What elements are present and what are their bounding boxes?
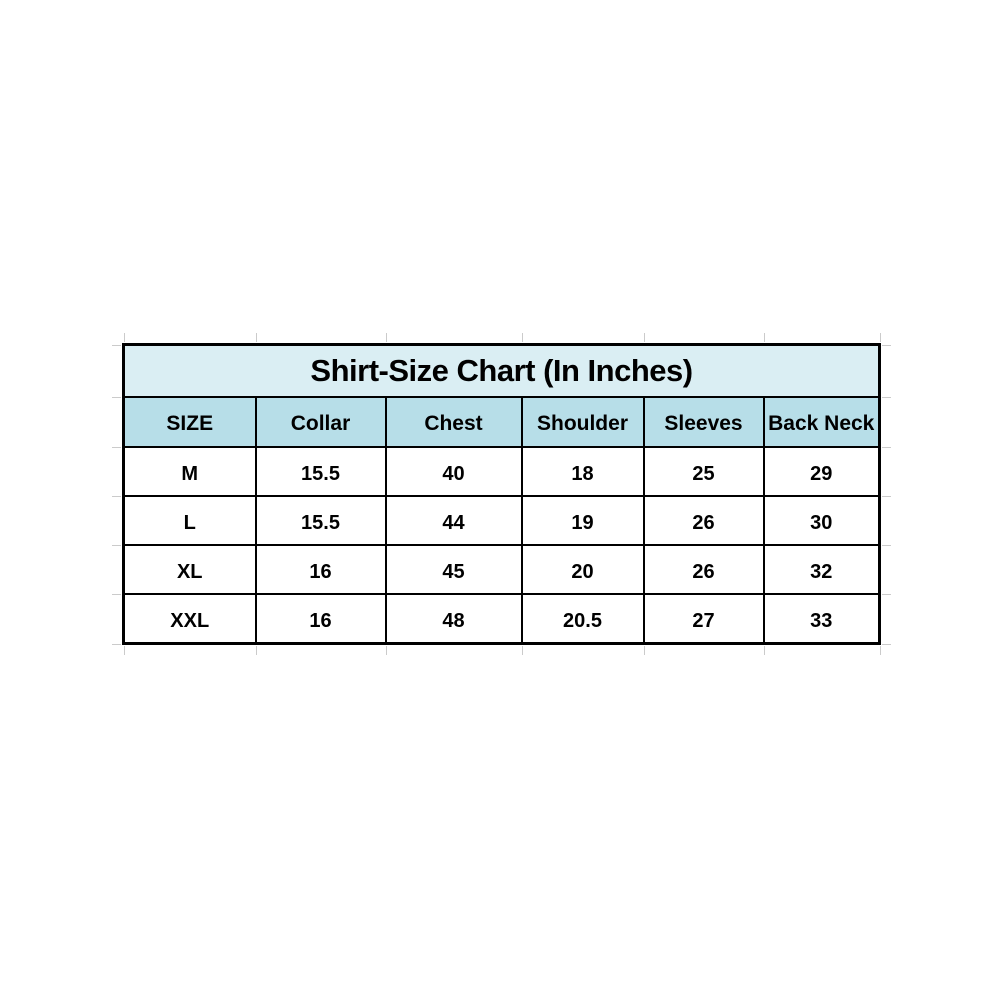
gridline-tick bbox=[763, 333, 765, 342]
cell-sleeves: 26 bbox=[642, 544, 765, 595]
cell-back-neck: 30 bbox=[762, 495, 881, 546]
gridline-tick bbox=[112, 496, 121, 497]
gridline-tick bbox=[882, 496, 892, 497]
cell-chest: 44 bbox=[384, 495, 523, 546]
gridline-tick bbox=[882, 397, 892, 398]
cell-collar: 16 bbox=[254, 593, 387, 645]
table-title-row: Shirt-Size Chart (In Inches) bbox=[122, 343, 881, 398]
gridline-tick bbox=[385, 333, 387, 342]
cell-shoulder: 20.5 bbox=[520, 593, 645, 645]
table-row-xl: XL 16 45 20 26 32 bbox=[122, 544, 881, 595]
gridline-tick bbox=[643, 646, 645, 655]
gridline-tick bbox=[255, 646, 257, 655]
gridline-tick bbox=[882, 545, 892, 546]
gridline-tick bbox=[112, 643, 121, 645]
gridline-tick bbox=[879, 646, 881, 655]
gridline-tick bbox=[112, 447, 121, 448]
table-title: Shirt-Size Chart (In Inches) bbox=[122, 343, 881, 398]
table-row-m: M 15.5 40 18 25 29 bbox=[122, 446, 881, 497]
cell-chest: 40 bbox=[384, 446, 523, 497]
gridline-tick bbox=[879, 333, 881, 342]
gridline-tick bbox=[112, 344, 121, 346]
cell-sleeves: 26 bbox=[642, 495, 765, 546]
column-header-size: SIZE bbox=[122, 396, 257, 448]
gridline-tick bbox=[882, 447, 892, 448]
gridline-tick bbox=[643, 333, 645, 342]
cell-size: L bbox=[122, 495, 257, 546]
gridline-tick bbox=[385, 646, 387, 655]
table-row-xxl: XXL 16 48 20.5 27 33 bbox=[122, 593, 881, 645]
column-header-chest: Chest bbox=[384, 396, 523, 448]
column-header-collar: Collar bbox=[254, 396, 387, 448]
gridline-tick bbox=[521, 646, 523, 655]
column-header-back-neck: Back Neck bbox=[762, 396, 881, 448]
cell-shoulder: 19 bbox=[520, 495, 645, 546]
cell-size: XL bbox=[122, 544, 257, 595]
cell-back-neck: 32 bbox=[762, 544, 881, 595]
cell-size: XXL bbox=[122, 593, 257, 645]
size-chart-table: Shirt-Size Chart (In Inches) SIZE Collar… bbox=[122, 343, 882, 645]
gridline-tick bbox=[521, 333, 523, 342]
gridline-tick bbox=[882, 643, 892, 645]
column-header-sleeves: Sleeves bbox=[642, 396, 765, 448]
cell-shoulder: 18 bbox=[520, 446, 645, 497]
cell-collar: 15.5 bbox=[254, 446, 387, 497]
gridline-tick bbox=[112, 545, 121, 546]
cell-collar: 15.5 bbox=[254, 495, 387, 546]
cell-size: M bbox=[122, 446, 257, 497]
cell-chest: 48 bbox=[384, 593, 523, 645]
column-header-shoulder: Shoulder bbox=[520, 396, 645, 448]
cell-back-neck: 29 bbox=[762, 446, 881, 497]
gridline-tick bbox=[112, 397, 121, 398]
gridline-tick bbox=[112, 594, 121, 595]
cell-sleeves: 27 bbox=[642, 593, 765, 645]
cell-chest: 45 bbox=[384, 544, 523, 595]
cell-shoulder: 20 bbox=[520, 544, 645, 595]
table-row-l: L 15.5 44 19 26 30 bbox=[122, 495, 881, 546]
gridline-tick bbox=[882, 344, 892, 346]
gridline-tick bbox=[123, 333, 125, 342]
gridline-tick bbox=[255, 333, 257, 342]
gridline-tick bbox=[763, 646, 765, 655]
gridline-tick bbox=[882, 594, 892, 595]
cell-sleeves: 25 bbox=[642, 446, 765, 497]
table-header-row: SIZE Collar Chest Shoulder Sleeves Back … bbox=[122, 396, 881, 448]
cell-back-neck: 33 bbox=[762, 593, 881, 645]
gridline-tick bbox=[123, 646, 125, 655]
cell-collar: 16 bbox=[254, 544, 387, 595]
